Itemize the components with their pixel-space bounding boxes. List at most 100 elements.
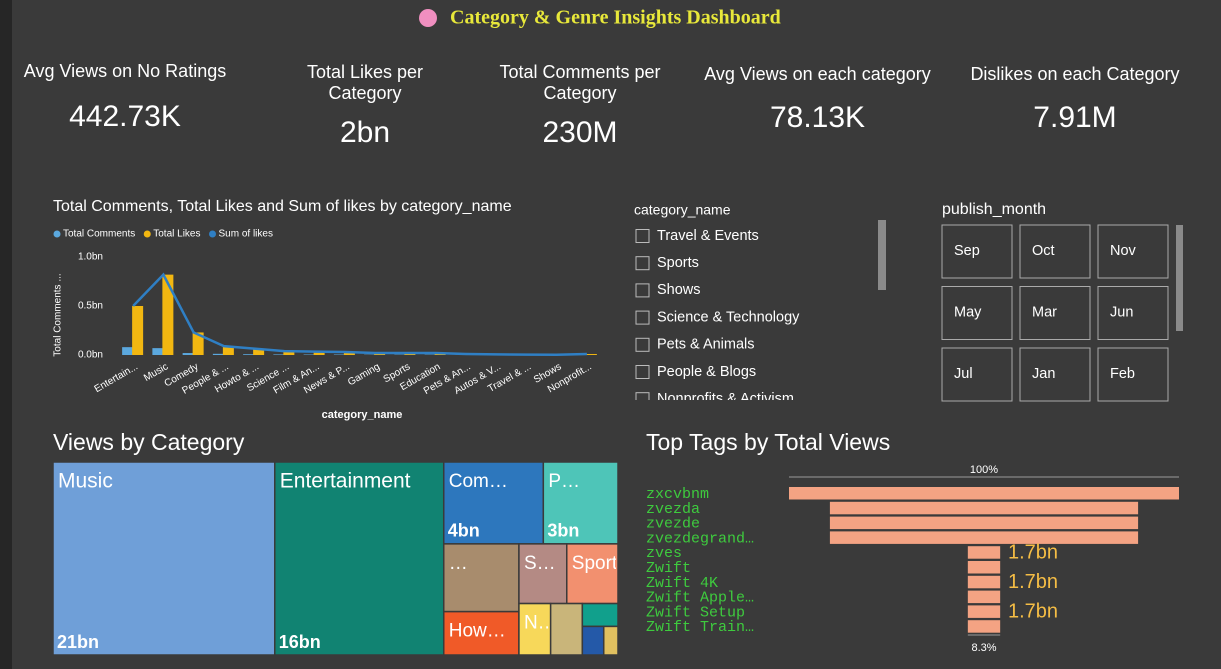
bar (283, 351, 295, 355)
checkbox[interactable] (635, 392, 650, 406)
brain-icon (419, 9, 437, 27)
tile-label: N… (524, 613, 557, 634)
funnel-top-label: 100% (970, 464, 998, 476)
legend-marker (209, 230, 216, 238)
tag-label: Zwift Setup (646, 604, 745, 621)
month-button[interactable] (1019, 224, 1091, 279)
month-button[interactable] (1019, 347, 1091, 402)
kpi-card: Avg Views on No Ratings 442.73K (20, 61, 230, 134)
kpi-value: 78.13K (769, 101, 866, 134)
funnel-bar (967, 561, 1001, 574)
dashboard-title: Category & Genre Insights Dashboard (450, 7, 781, 29)
month-button[interactable] (1097, 286, 1169, 340)
bar (343, 352, 355, 355)
slicer-item[interactable]: People & Blogs (657, 364, 756, 380)
y-axis-label: Total Comments ... (53, 273, 64, 356)
tile-label: Entertainment (280, 470, 411, 493)
month-label[interactable]: Oct (1032, 243, 1055, 259)
month-button[interactable] (941, 286, 1013, 340)
y-tick-label: 0.0bn (78, 350, 103, 361)
bar (152, 348, 164, 355)
kpi-card: Total Comments per Category 230M (490, 62, 670, 150)
slicer-item[interactable]: Pets & Animals (657, 337, 755, 353)
y-tick-label: 1.0bn (78, 252, 103, 263)
slicer-item[interactable]: Sports (657, 255, 699, 271)
treemap-tile[interactable] (602, 625, 619, 656)
checkbox[interactable] (635, 310, 650, 325)
kpi-value: 442.73K (69, 100, 181, 133)
checkbox[interactable] (635, 283, 650, 298)
tile-value: 3bn (547, 521, 579, 541)
funnel-bar (829, 516, 1139, 530)
month-label[interactable]: Jun (1110, 304, 1133, 320)
slicer-item[interactable]: Travel & Events (657, 228, 759, 244)
treemap-tile[interactable] (52, 461, 276, 656)
tile-value: 4bn (448, 521, 480, 541)
month-label[interactable]: Jan (1032, 366, 1055, 382)
tag-label: zxcvbnm (646, 486, 709, 503)
bar (182, 353, 194, 355)
treemap-tile[interactable] (549, 602, 584, 656)
tag-label: Zwift 4K (646, 575, 718, 592)
month-label[interactable]: Mar (1032, 304, 1057, 320)
month-button[interactable] (941, 224, 1013, 279)
month-label[interactable]: Feb (1110, 366, 1135, 382)
slicer-item[interactable]: Science & Technology (657, 309, 800, 325)
month-label[interactable]: Jul (954, 366, 973, 382)
kpi-value: 230M (542, 116, 618, 149)
checkbox[interactable] (635, 365, 650, 379)
tile-label: … (449, 553, 468, 574)
kpi-label: Avg Views on each category (704, 64, 931, 84)
bar (132, 306, 144, 355)
tag-label: zvezda (646, 501, 700, 518)
scrollbar[interactable] (878, 220, 886, 290)
treemap-tile[interactable] (542, 461, 619, 545)
slicer-item[interactable]: Shows (657, 282, 701, 298)
treemap-tile[interactable] (442, 610, 520, 656)
funnel-bar (967, 590, 1001, 604)
treemap-title: Views by Category (53, 429, 245, 455)
legend-marker (143, 230, 151, 238)
funnel-bar (829, 501, 1139, 515)
checkbox[interactable] (635, 256, 650, 271)
slicer-item[interactable]: Nonprofits & Activism (657, 391, 794, 407)
scrollbar[interactable] (1176, 225, 1183, 331)
checkbox[interactable] (635, 337, 650, 352)
treemap-tile[interactable] (274, 461, 445, 656)
bar (192, 332, 204, 355)
bar (162, 274, 174, 355)
checkbox[interactable] (635, 229, 650, 243)
tile-value: 16bn (279, 632, 321, 652)
tag-label: zvezdegrand… (646, 530, 754, 547)
kpi-label: Dislikes on each Category (970, 64, 1180, 84)
month-button[interactable] (1097, 347, 1169, 402)
funnel-bar (967, 605, 1001, 618)
bar (585, 354, 597, 355)
tag-label: zves (646, 545, 682, 562)
month-button[interactable] (1097, 224, 1169, 279)
left-edge (0, 0, 12, 669)
tile-label: How… (449, 621, 506, 642)
month-button[interactable] (941, 347, 1013, 402)
treemap-tile[interactable] (566, 543, 619, 605)
treemap-tile[interactable] (442, 461, 545, 545)
legend-label: Total Likes (153, 229, 200, 240)
funnel-bar (967, 575, 1001, 589)
month-label[interactable]: Nov (1110, 243, 1137, 259)
treemap-tile[interactable] (581, 602, 619, 628)
tile-label: P… (548, 471, 580, 492)
funnel-title: Top Tags by Total Views (646, 429, 890, 455)
tag-label: Zwift Train… (646, 619, 754, 636)
funnel-bar (789, 487, 1179, 500)
category-slicer-list: Travel & Events Sports Shows Science & Tech… (635, 228, 800, 407)
month-button[interactable] (1019, 286, 1091, 340)
month-label[interactable]: Sep (954, 243, 980, 259)
funnel-value-label: 1.7bn (1008, 541, 1058, 563)
treemap-tile[interactable] (581, 625, 605, 656)
funnel-value-label: 1.7bn (1008, 601, 1058, 623)
month-label[interactable]: May (954, 304, 982, 320)
legend-label: Total Comments (63, 229, 135, 240)
slicer-title: publish_month (942, 201, 1046, 218)
